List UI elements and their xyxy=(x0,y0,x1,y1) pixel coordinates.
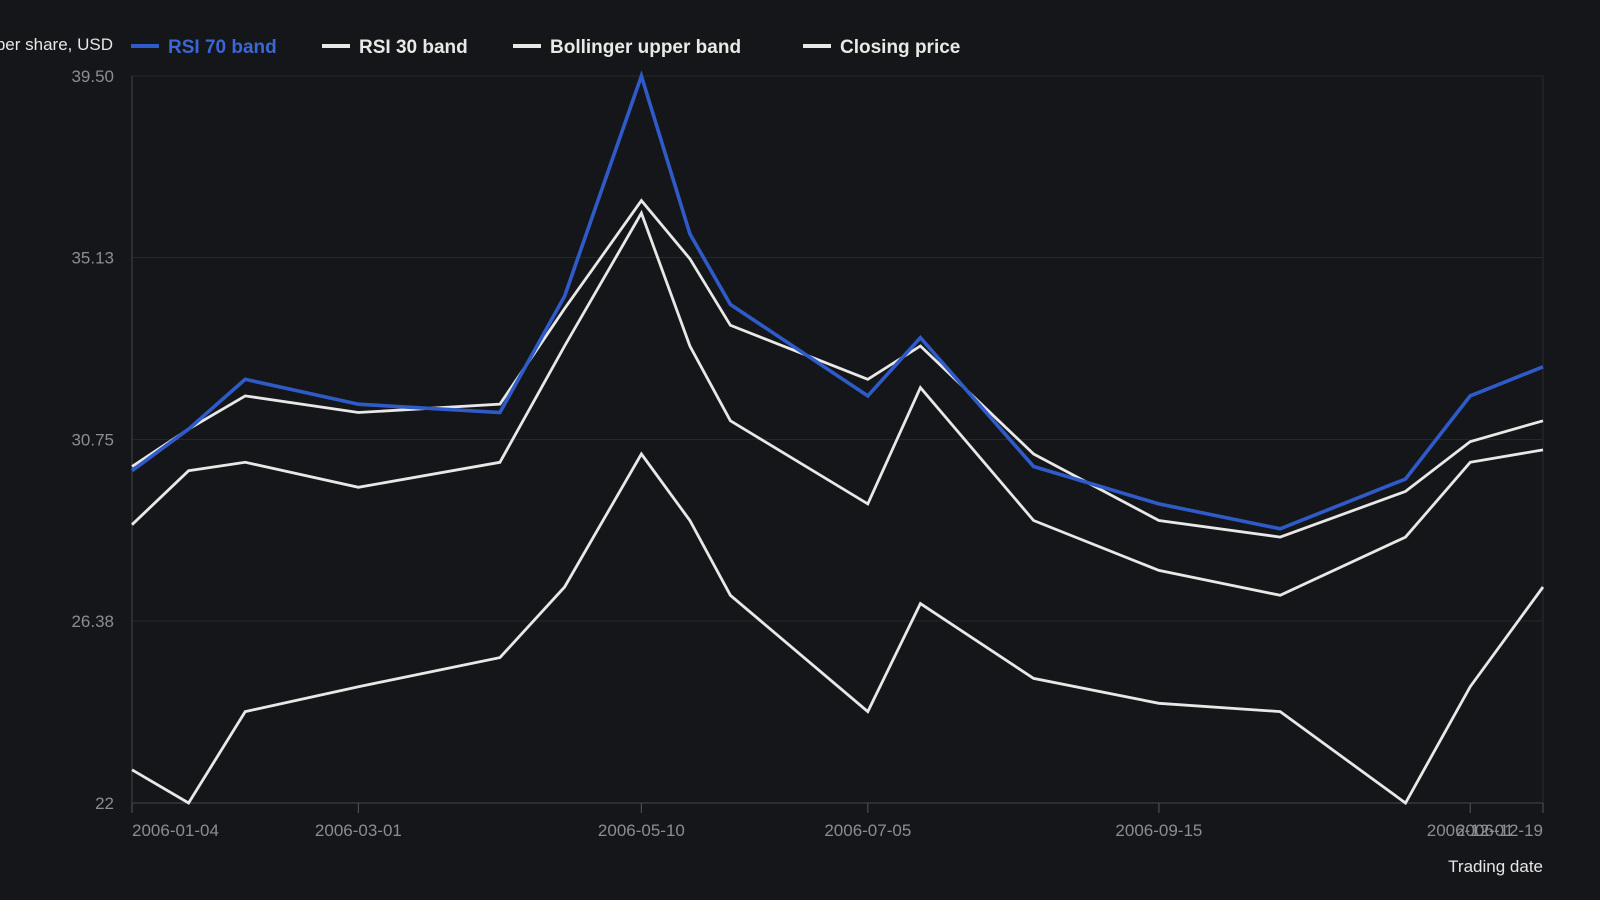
legend-label: RSI 70 band xyxy=(168,37,277,58)
series-lines xyxy=(130,70,1545,806)
y-tick-label: 39.50 xyxy=(71,67,114,86)
x-tick-label: 2006-01-04 xyxy=(132,821,219,840)
legend-item[interactable]: Bollinger upper band xyxy=(513,37,741,58)
series-line-rsi-30-band xyxy=(131,198,1544,539)
gridlines xyxy=(132,75,1544,804)
legend-item[interactable]: RSI 30 band xyxy=(322,37,468,58)
series-line-closing-price xyxy=(131,451,1545,806)
legend-label: Bollinger upper band xyxy=(550,37,741,58)
legend-item[interactable]: Closing price xyxy=(803,37,960,58)
legend-item[interactable]: RSI 70 band xyxy=(131,37,277,58)
series-line-bollinger-upper-band xyxy=(131,209,1544,597)
legend: RSI 70 band RSI 30 band Bollinger upper ba… xyxy=(131,37,960,58)
legend-label: RSI 30 band xyxy=(359,37,468,58)
axes: 22 26.38 30.75 35.13 39.50 2006-01-04 2006-03-… xyxy=(71,67,1544,840)
x-tick-label: 2006-09-15 xyxy=(1115,821,1202,840)
x-tick-label: 2006-12-19 xyxy=(1456,821,1543,840)
x-axis-title: Trading date xyxy=(1448,857,1543,876)
y-tick-label: 22 xyxy=(95,794,114,813)
y-tick-label: 26.38 xyxy=(71,612,114,631)
x-tick-label: 2006-07-05 xyxy=(824,821,911,840)
x-tick-label: 2006-03-01 xyxy=(315,821,402,840)
x-tick-label: 2006-05-10 xyxy=(598,821,685,840)
y-axis-title: Price per share, USD xyxy=(0,35,113,54)
series-line-rsi-70-band xyxy=(130,70,1544,531)
y-tick-label: 35.13 xyxy=(71,249,114,268)
y-tick-label: 30.75 xyxy=(71,431,114,450)
x-tick-label: 2006-12-01 xyxy=(1427,821,1514,840)
legend-label: Closing price xyxy=(840,37,960,58)
